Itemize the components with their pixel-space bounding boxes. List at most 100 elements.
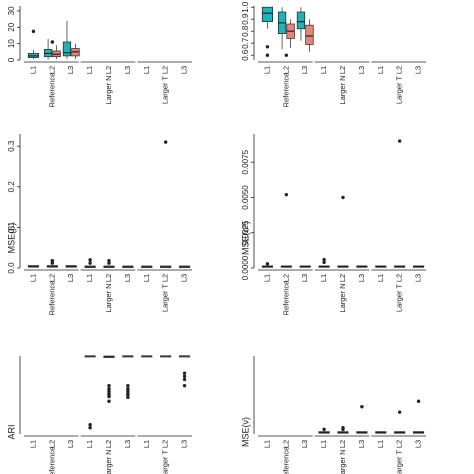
chart-panel-rand_index: 0.60.70.80.91.0 Reference L1 L2 L3 Larger N L1… xyxy=(241,1,426,107)
level-label: L1 xyxy=(142,66,151,74)
level-label: L3 xyxy=(300,440,309,448)
chart-title: MSE(σ²) xyxy=(240,221,250,255)
level-label: L1 xyxy=(376,440,385,448)
level-label: L3 xyxy=(66,440,75,448)
value-tick-label: 0.2 xyxy=(7,181,16,193)
outlier-point xyxy=(182,383,187,388)
level-label: L1 xyxy=(142,274,151,282)
value-tick-label: 10 xyxy=(7,39,16,48)
value-tick-label: 20 xyxy=(7,22,16,31)
group-label: Larger T xyxy=(161,283,170,312)
outlier-point xyxy=(50,40,55,44)
level-label: L3 xyxy=(300,274,309,282)
value-tick-label: 0.9 xyxy=(241,13,250,25)
level-label: L1 xyxy=(85,66,94,74)
value-tick-label: 0.0025 xyxy=(241,220,250,245)
group-label: Larger N xyxy=(104,75,113,104)
outlier-point xyxy=(107,394,111,399)
level-label: L3 xyxy=(180,440,189,448)
outlier-point xyxy=(265,262,270,266)
outlier-point xyxy=(88,258,92,262)
level-label: L3 xyxy=(414,66,423,74)
level-label: L2 xyxy=(47,66,56,74)
outlier-point xyxy=(397,410,402,414)
level-label: L1 xyxy=(319,440,328,448)
level-label: L2 xyxy=(281,66,290,74)
level-label: L1 xyxy=(28,440,37,448)
outlier-point xyxy=(88,426,92,430)
level-label: L2 xyxy=(395,440,404,448)
level-label: L1 xyxy=(85,440,94,448)
outlier-point xyxy=(50,258,55,263)
group-label: Larger N xyxy=(338,449,347,474)
value-tick-label: 30 xyxy=(7,6,16,15)
group-label: Larger T xyxy=(395,283,404,312)
chart-title: MSE(β) xyxy=(6,223,16,254)
panels-layer: Reference L1 L2 L3 Larger N L1 L2 L3 Larger T L1 L… xyxy=(6,1,426,474)
outlier-point xyxy=(88,422,92,427)
outlier-point xyxy=(322,427,326,432)
level-label: L2 xyxy=(338,66,347,74)
group-label: Larger T xyxy=(395,449,404,474)
outlier-point xyxy=(50,261,55,265)
group-label: Larger N xyxy=(338,283,347,312)
chart-panel-mse_v: Reference L1 L2 L3 Larger N L1 L2 L3 Larger T L1 L… xyxy=(240,356,426,474)
level-label: L2 xyxy=(47,440,56,448)
outlier-point xyxy=(107,399,111,403)
group-label: Larger T xyxy=(161,75,170,104)
box-body xyxy=(305,24,314,45)
chart-title: MSE(ν) xyxy=(240,417,250,447)
group-label: Larger N xyxy=(104,283,113,312)
level-label: L1 xyxy=(28,66,37,74)
level-label: L3 xyxy=(300,66,309,74)
level-label: L2 xyxy=(104,274,113,282)
outlier-point xyxy=(322,257,326,262)
level-label: L3 xyxy=(66,274,75,282)
outlier-point xyxy=(341,195,345,200)
level-label: L3 xyxy=(414,274,423,282)
outlier-point xyxy=(126,393,130,397)
outlier-point xyxy=(107,383,111,388)
outlier-point xyxy=(416,399,421,403)
box-body xyxy=(296,11,306,30)
outlier-point xyxy=(182,377,187,382)
level-label: L2 xyxy=(338,274,347,282)
level-label: L1 xyxy=(262,66,271,74)
outlier-point xyxy=(126,387,130,391)
level-label: L3 xyxy=(357,440,366,448)
group-label: Reference xyxy=(281,281,290,316)
group-label: Reference xyxy=(281,73,290,108)
level-label: L2 xyxy=(104,66,113,74)
value-tick-label: 0.1 xyxy=(7,221,16,233)
level-label: L2 xyxy=(161,274,170,282)
chart-title: ARI xyxy=(6,424,16,439)
outlier-point xyxy=(284,53,289,57)
level-label: L3 xyxy=(123,440,132,448)
level-label: L1 xyxy=(319,274,328,282)
level-label: L1 xyxy=(262,440,271,448)
outlier-point xyxy=(107,258,111,263)
group-label: Larger T xyxy=(161,449,170,474)
outlier-point xyxy=(284,192,289,197)
outlier-point xyxy=(88,261,92,265)
level-label: L3 xyxy=(357,274,366,282)
group-label: Reference xyxy=(47,281,56,316)
outlier-point xyxy=(322,260,326,265)
box-body xyxy=(261,6,273,22)
value-tick-label: 0.0 xyxy=(7,262,16,274)
value-tick-label: 0.7 xyxy=(241,37,250,49)
outlier-point xyxy=(126,395,130,400)
level-label: L2 xyxy=(395,66,404,74)
outlier-point xyxy=(360,405,364,409)
outlier-point xyxy=(341,426,345,430)
level-label: L1 xyxy=(142,440,151,448)
level-label: L2 xyxy=(104,440,113,448)
level-label: L1 xyxy=(85,274,94,282)
value-tick-label: 0.0075 xyxy=(241,149,250,174)
value-tick-label: 0.3 xyxy=(7,140,16,152)
box-body xyxy=(62,41,72,57)
outlier-point xyxy=(182,374,187,378)
level-label: L2 xyxy=(161,66,170,74)
group-label: Reference xyxy=(47,73,56,108)
chart-panel-ari: Reference L1 L2 L3 Larger N L1 L2 L3 Larger T L1 L… xyxy=(6,355,192,474)
